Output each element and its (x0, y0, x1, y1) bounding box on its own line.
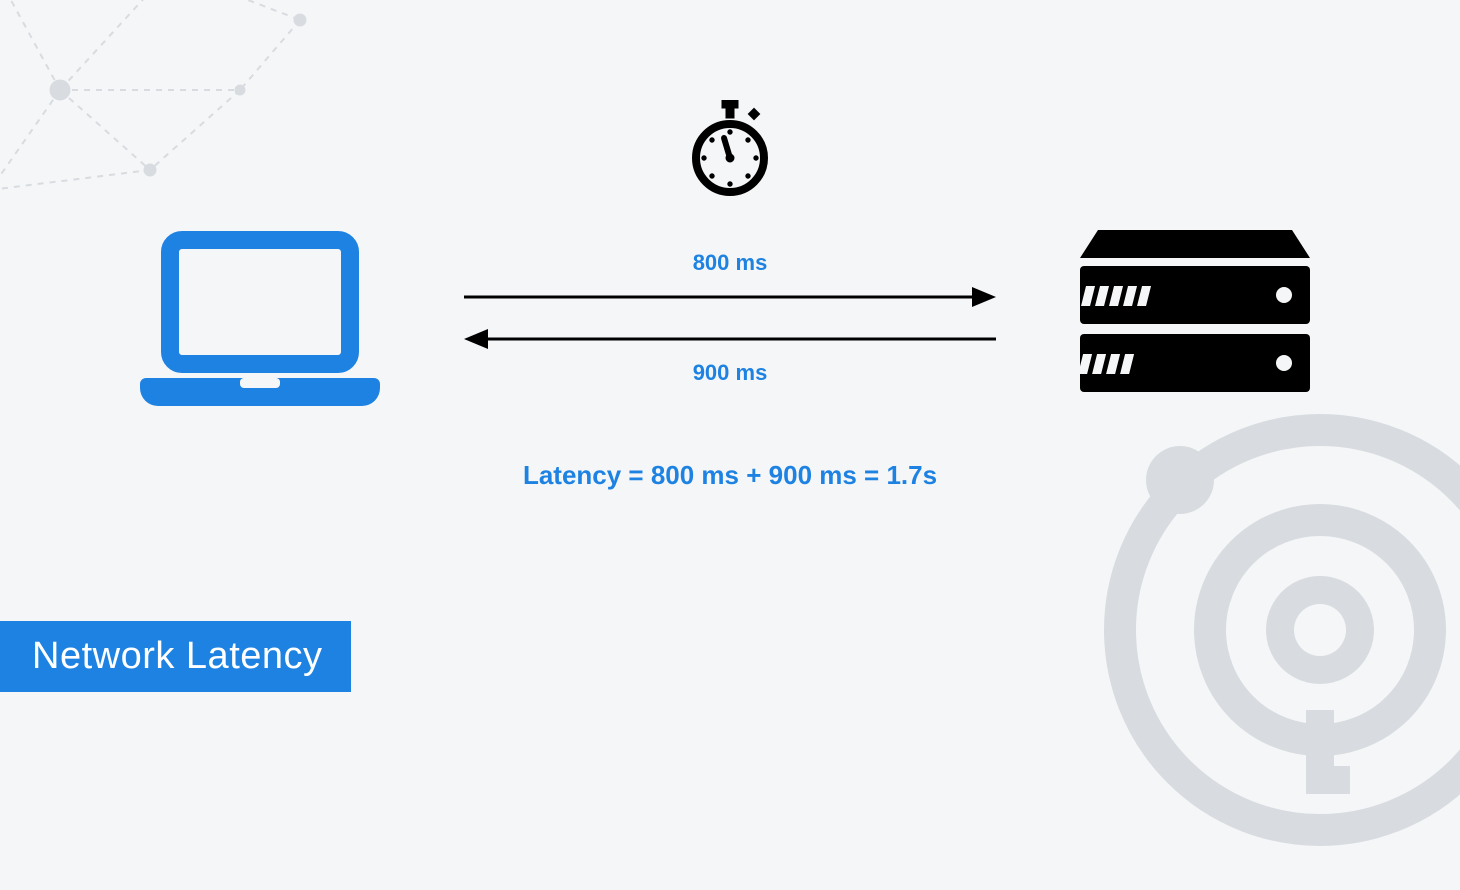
latency-equation: Latency = 800 ms + 900 ms = 1.7s (0, 460, 1460, 491)
background-logo-decoration (1060, 370, 1460, 890)
response-arrow (460, 324, 1000, 354)
server-icon (1080, 230, 1310, 400)
background-network-decoration (0, 0, 360, 240)
stopwatch-icon (690, 100, 770, 200)
request-arrow (460, 282, 1000, 312)
latency-arrows: 800 ms 900 ms (460, 250, 1000, 386)
response-latency-label: 900 ms (460, 360, 1000, 386)
diagram-title: Network Latency (0, 621, 351, 692)
request-latency-label: 800 ms (460, 250, 1000, 276)
laptop-icon (140, 230, 380, 410)
